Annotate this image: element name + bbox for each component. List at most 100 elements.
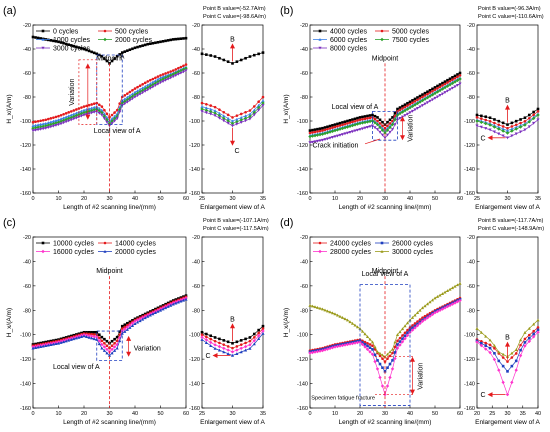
enl-series-point <box>248 339 252 343</box>
point-c-arrow-head <box>487 392 493 398</box>
enl-ytick-label: -120 <box>189 143 200 149</box>
main-series-point <box>393 351 397 354</box>
enl-series-point <box>261 101 265 105</box>
main-series-point <box>49 125 53 129</box>
main-series-point <box>126 49 129 52</box>
main-series-point <box>133 87 137 90</box>
main-series-point <box>423 102 427 106</box>
main-series-point <box>453 301 457 305</box>
main-legend-label: 20000 cycles <box>115 249 156 256</box>
main-series-point <box>161 40 165 43</box>
main-legend-marker <box>41 29 45 33</box>
enl-series-point <box>261 324 265 328</box>
main-series-point <box>346 119 349 123</box>
enl-xtick-label: 35 <box>260 411 266 417</box>
main-series-point <box>380 128 385 132</box>
enl-series-point <box>252 342 256 346</box>
main-series-point <box>38 125 43 129</box>
crack-arrow <box>364 138 381 145</box>
main-series-point <box>118 53 121 56</box>
main-series-point <box>395 346 400 350</box>
main-series-point <box>353 117 357 121</box>
main-series-point <box>47 117 50 121</box>
enl-xtick-label: 30 <box>504 411 510 417</box>
main-series-point <box>151 312 155 316</box>
main-series-point <box>52 39 55 43</box>
main-series-point <box>130 321 135 325</box>
main-series-point <box>401 334 404 337</box>
main-series-point <box>135 320 140 324</box>
main-series-point <box>125 100 129 104</box>
main-series-point <box>46 126 50 130</box>
main-legend-label: 26000 cycles <box>392 241 433 248</box>
main-series-point <box>110 344 114 348</box>
enl-series-2 <box>200 99 265 123</box>
main-ytick-label: -140 <box>297 167 308 173</box>
main-series-point <box>426 92 429 96</box>
main-series-point <box>82 334 86 338</box>
main-series-point <box>77 335 81 339</box>
main-series-point <box>69 113 73 117</box>
main-series-point <box>143 43 147 47</box>
main-series-point <box>146 88 150 92</box>
main-series-point <box>443 306 447 310</box>
main-series-point <box>115 335 119 339</box>
main-series-point <box>325 137 330 141</box>
variation-arrow-head <box>410 389 415 395</box>
main-series-point <box>398 343 402 347</box>
main-series-point <box>113 337 116 341</box>
main-series-point <box>360 121 365 125</box>
main-series-point <box>366 114 369 118</box>
main-series-point <box>335 313 340 317</box>
main-series-point <box>82 47 86 51</box>
main-series-0 <box>31 35 188 65</box>
enl-series-point <box>252 338 256 343</box>
main-series-point <box>74 113 79 118</box>
enl-series-point <box>532 332 535 336</box>
main-series-point <box>97 106 101 110</box>
main-legend-marker <box>103 37 107 42</box>
main-series-point <box>113 341 116 345</box>
main-series-point <box>381 124 384 128</box>
main-series-point <box>100 335 104 339</box>
main-ytick-label: -20 <box>23 23 31 29</box>
main-series-point <box>393 111 397 115</box>
main-series-point <box>98 103 101 107</box>
main-series-point <box>443 82 447 86</box>
main-series-point <box>105 344 109 348</box>
main-series-point <box>69 44 73 47</box>
main-series-point <box>169 70 172 73</box>
x-axis-label: Length of #2 scanning line/(mm) <box>63 204 156 211</box>
enl-series-point <box>514 119 518 123</box>
main-series-point <box>41 344 45 348</box>
enl-series-point <box>505 392 510 397</box>
main-series-point <box>115 108 119 112</box>
enl-series-point <box>209 107 213 111</box>
main-series-point <box>90 330 93 334</box>
main-series-point <box>84 112 89 116</box>
main-legend-marker <box>318 37 322 41</box>
main-series-point <box>90 332 93 336</box>
main-series-point <box>455 78 460 83</box>
main-series-point <box>46 123 50 127</box>
main-series-point <box>458 82 462 86</box>
main-series-point <box>133 90 137 94</box>
main-series-point <box>378 122 382 125</box>
main-series-1 <box>308 74 462 135</box>
main-series-point <box>176 300 180 304</box>
main-series-point <box>393 345 397 349</box>
enl-series-point <box>261 51 265 54</box>
main-series-point <box>174 68 178 71</box>
enl-ytick-label: -120 <box>464 357 475 363</box>
enl-series-point <box>510 134 514 138</box>
main-series-point <box>171 38 175 41</box>
main-series-point <box>140 315 145 320</box>
point-b-label: B <box>505 335 510 342</box>
main-series-point <box>331 126 334 130</box>
main-series-point <box>79 109 84 113</box>
main-series-point <box>430 93 435 97</box>
enl-ytick-label: -160 <box>464 406 475 412</box>
main-series-point <box>438 94 442 97</box>
main-series-point <box>398 336 402 340</box>
main-series-point <box>59 117 63 121</box>
